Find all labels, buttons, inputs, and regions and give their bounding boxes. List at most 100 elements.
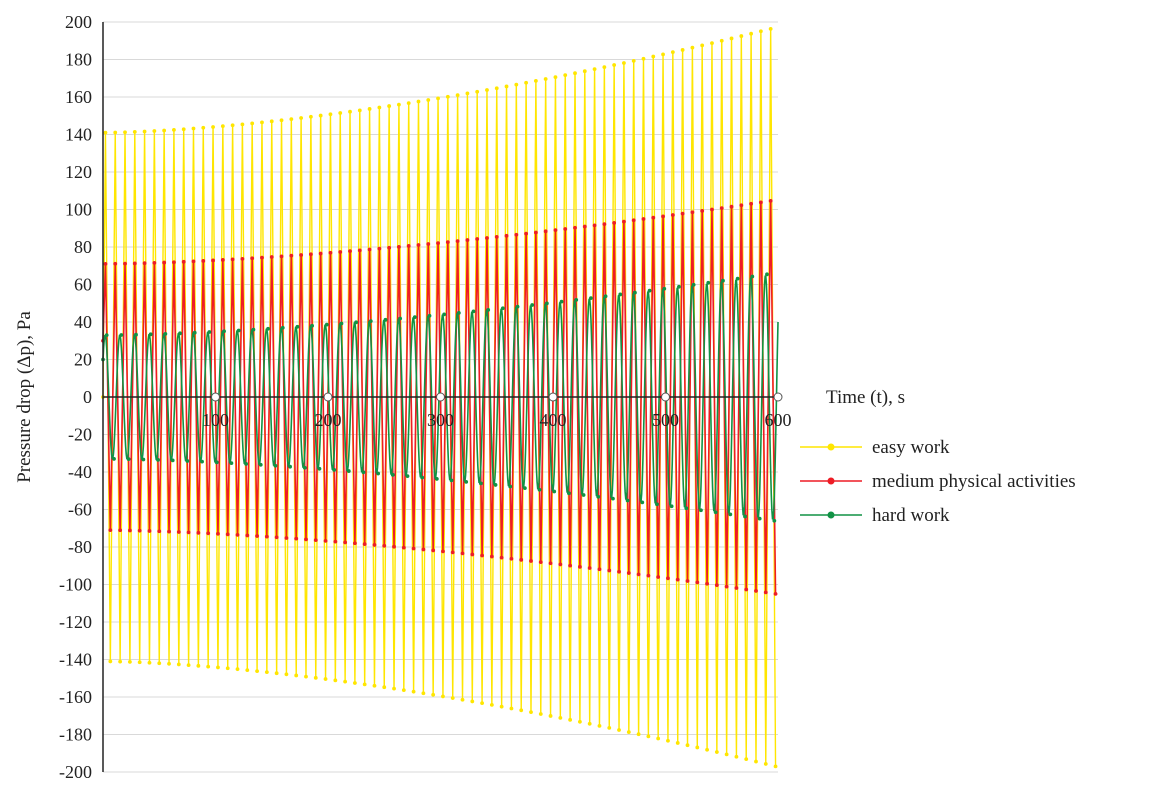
data-point (176, 662, 181, 667)
data-point (700, 43, 705, 48)
data-point (680, 211, 685, 216)
data-point (475, 89, 480, 94)
data-point (478, 481, 483, 486)
data-point (700, 209, 705, 213)
data-point (333, 539, 338, 544)
data-point (201, 259, 206, 263)
x-axis-title: Time (t), s (826, 387, 905, 408)
data-point (318, 251, 323, 256)
data-point (181, 127, 186, 132)
data-point (758, 200, 763, 205)
data-point (691, 282, 696, 287)
data-point (647, 288, 652, 293)
data-point (220, 258, 225, 262)
data-point (318, 113, 323, 118)
legend-label: medium physical activities (872, 471, 1076, 492)
data-point (191, 259, 196, 264)
data-point (372, 683, 377, 688)
data-point (113, 130, 118, 135)
data-point (191, 126, 196, 131)
data-point (372, 543, 377, 547)
data-point (582, 224, 587, 229)
data-point (279, 254, 284, 259)
data-point (362, 542, 367, 546)
data-point (323, 677, 328, 681)
data-point (420, 475, 425, 480)
data-point (524, 80, 528, 85)
data-point (587, 566, 592, 570)
data-point (317, 466, 322, 471)
data-point (500, 306, 505, 311)
data-point (721, 278, 725, 283)
data-point (768, 26, 773, 31)
data-point (690, 210, 695, 215)
legend-item: hard work (800, 505, 950, 526)
y-axis-title: Pressure drop (Δp), Pa (14, 311, 35, 483)
data-point (104, 333, 109, 338)
data-point (235, 532, 240, 537)
series-1 (101, 198, 778, 596)
data-point (401, 545, 406, 550)
data-point (411, 546, 416, 551)
data-point (714, 583, 719, 588)
y-tick-label: -60 (68, 500, 92, 520)
data-point (622, 61, 626, 65)
data-point (675, 577, 680, 582)
data-point (332, 468, 337, 472)
data-point (744, 757, 749, 762)
data-point (367, 247, 372, 252)
data-point (548, 714, 553, 718)
data-point (765, 272, 769, 277)
data-point (216, 665, 220, 670)
data-point (611, 496, 615, 501)
legend-swatch-marker (827, 511, 835, 519)
data-point (519, 708, 524, 713)
y-tick-label: -20 (68, 425, 92, 445)
data-point (460, 551, 465, 556)
data-point (617, 569, 621, 574)
data-point (162, 260, 167, 265)
data-point (666, 576, 670, 581)
data-point (328, 112, 333, 117)
data-point (244, 462, 248, 466)
data-point (269, 119, 274, 124)
data-point (670, 50, 675, 55)
data-point (670, 213, 675, 217)
data-point (558, 562, 563, 567)
data-point (464, 479, 469, 484)
x-tick-marker (436, 392, 445, 402)
data-point (421, 691, 426, 696)
data-point (230, 257, 235, 262)
data-point (436, 96, 440, 101)
y-tick-label: 120 (65, 162, 92, 182)
data-point (724, 752, 729, 757)
data-point (445, 94, 450, 99)
data-point (132, 130, 137, 134)
data-point (465, 238, 470, 242)
data-point (240, 256, 245, 261)
data-point (406, 244, 411, 248)
data-point (744, 587, 749, 592)
data-point (705, 581, 709, 586)
data-point (162, 128, 167, 133)
x-tick-marker (323, 392, 333, 402)
data-point (240, 122, 245, 127)
data-point (294, 536, 299, 541)
data-point (538, 712, 543, 716)
data-point (666, 738, 670, 743)
data-point (127, 660, 132, 664)
data-point (749, 31, 753, 36)
y-tick-label: -140 (59, 650, 92, 670)
data-point (677, 284, 681, 289)
data-point (304, 537, 308, 542)
data-point (442, 312, 447, 317)
data-point (471, 309, 476, 314)
data-point (152, 129, 157, 133)
data-point (719, 38, 724, 43)
data-point (612, 220, 617, 225)
data-point (192, 330, 197, 335)
data-point (273, 463, 278, 468)
data-point (353, 541, 357, 546)
data-point (735, 276, 740, 281)
data-point (617, 728, 621, 732)
